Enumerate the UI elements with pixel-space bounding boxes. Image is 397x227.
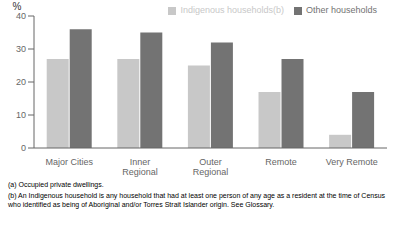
html-text:Indigenous households(b): Indigenous households(b) bbox=[180, 5, 284, 15]
svg-text:%: % bbox=[13, 1, 22, 12]
svg-text:20: 20 bbox=[16, 77, 26, 87]
svg-text:10: 10 bbox=[16, 110, 26, 120]
svg-text:Major Cities: Major Cities bbox=[46, 157, 94, 167]
svg-text:0: 0 bbox=[21, 143, 26, 153]
html-text:Other households: Other households bbox=[306, 5, 377, 15]
svg-text:40: 40 bbox=[16, 11, 26, 21]
svg-text:InnerRegional: InnerRegional bbox=[122, 157, 158, 177]
svg-text:Very Remote: Very Remote bbox=[326, 157, 378, 167]
svg-text:Remote: Remote bbox=[265, 157, 297, 167]
html-text:(a) Occupied private dwellings: (a) Occupied private dwellings. bbox=[8, 181, 104, 188]
svg-text:30: 30 bbox=[16, 44, 26, 54]
svg-text:OuterRegional: OuterRegional bbox=[193, 157, 229, 177]
html-text:(b) An Indigenous household is: (b) An Indigenous household is any house… bbox=[8, 192, 386, 208]
